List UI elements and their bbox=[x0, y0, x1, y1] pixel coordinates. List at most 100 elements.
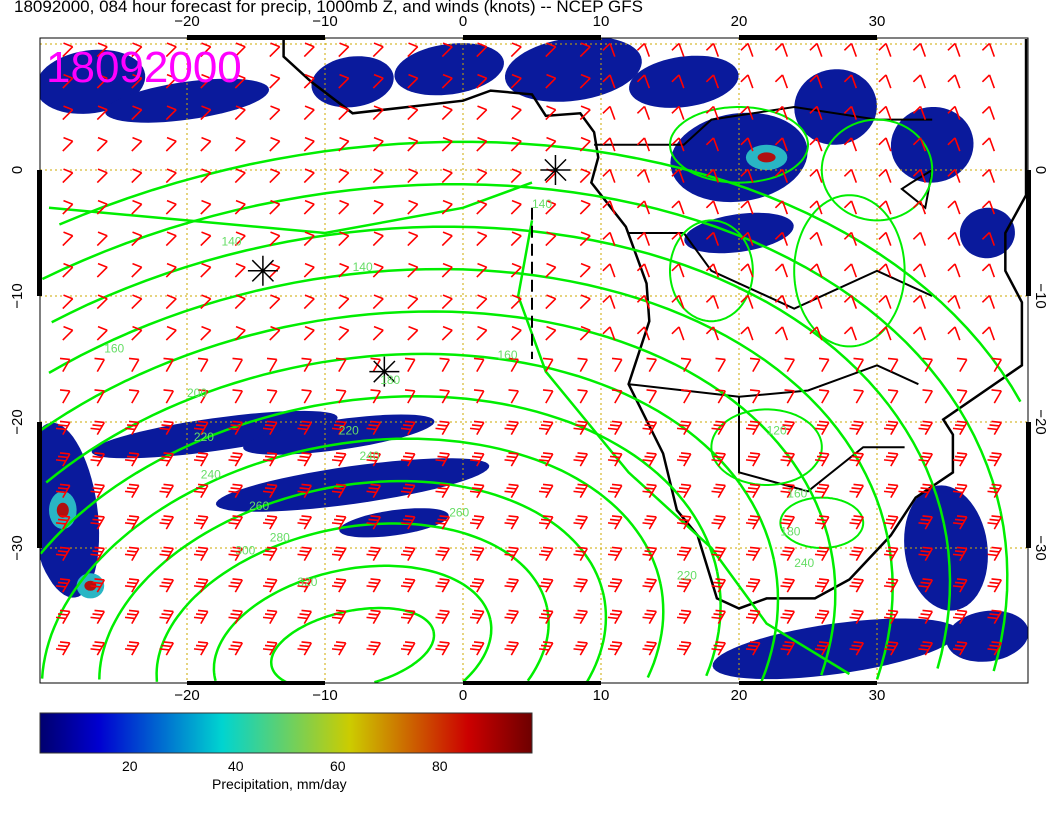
wind-barb bbox=[705, 105, 720, 120]
wind-barb bbox=[711, 641, 726, 656]
wind-barb bbox=[814, 609, 830, 624]
wind-barb bbox=[538, 420, 554, 435]
wind-barb bbox=[809, 168, 823, 183]
wind-barb bbox=[642, 420, 657, 435]
wind-barb bbox=[435, 483, 450, 498]
wind-barb bbox=[740, 42, 754, 57]
wind-barb bbox=[165, 262, 177, 278]
wind-barb bbox=[545, 294, 557, 310]
wind-barb bbox=[740, 137, 754, 152]
date-stamp: 18092000 bbox=[46, 43, 242, 92]
wind-barb bbox=[510, 325, 522, 341]
wind-barb bbox=[62, 199, 74, 215]
wind-barb bbox=[809, 42, 823, 57]
wind-barb bbox=[510, 262, 522, 278]
height-contour bbox=[41, 183, 1002, 512]
wind-barb bbox=[441, 168, 453, 184]
wind-barb bbox=[947, 263, 961, 278]
wind-barb bbox=[234, 168, 246, 184]
wind-barb bbox=[200, 168, 212, 184]
wind-barb bbox=[711, 452, 726, 467]
wind-barb bbox=[636, 200, 651, 215]
wind-barb bbox=[331, 452, 347, 467]
wind-barb bbox=[262, 609, 278, 624]
wind-barb bbox=[745, 609, 761, 624]
wind-barb bbox=[843, 74, 858, 89]
asterisk-marker bbox=[369, 356, 400, 387]
wind-barb bbox=[671, 326, 685, 341]
wind-barb bbox=[878, 200, 892, 215]
wind-barb bbox=[372, 105, 384, 121]
contour-label: 220 bbox=[677, 569, 697, 583]
wind-barb bbox=[96, 294, 108, 310]
wind-barb bbox=[579, 294, 591, 310]
wind-barb bbox=[849, 515, 864, 530]
wind-barb bbox=[96, 231, 108, 247]
bottom-lon-label: 10 bbox=[593, 687, 610, 704]
wind-barb bbox=[269, 136, 281, 152]
wind-barb bbox=[711, 578, 726, 593]
wind-barb bbox=[59, 357, 71, 373]
contour-label: 160 bbox=[787, 487, 807, 501]
wind-barb bbox=[947, 231, 961, 246]
wind-barb bbox=[200, 199, 212, 215]
wind-barb bbox=[165, 42, 177, 58]
wind-barb bbox=[269, 231, 281, 247]
wind-barb bbox=[90, 609, 105, 624]
wind-barb bbox=[602, 231, 616, 246]
precip-area bbox=[394, 43, 504, 96]
wind-barb bbox=[676, 483, 692, 498]
wind-barb bbox=[200, 325, 212, 341]
wind-barb bbox=[780, 546, 795, 561]
wind-barb bbox=[981, 326, 996, 341]
wind-barb bbox=[124, 452, 140, 467]
height-contour bbox=[212, 564, 492, 682]
wind-barb bbox=[338, 168, 350, 184]
wind-barb bbox=[165, 325, 177, 341]
wind-barb bbox=[439, 389, 450, 404]
wind-barb bbox=[407, 262, 419, 278]
axis-bar bbox=[37, 170, 42, 296]
wind-barb bbox=[441, 199, 453, 215]
wind-barb bbox=[918, 641, 933, 656]
precip-area bbox=[311, 56, 394, 108]
wind-barb bbox=[404, 389, 416, 404]
wind-barb bbox=[878, 168, 892, 183]
wind-barb bbox=[545, 105, 557, 121]
wind-barb bbox=[987, 483, 1002, 498]
wind-barb bbox=[579, 168, 591, 184]
wind-barb bbox=[476, 136, 488, 152]
top-lon-label: −20 bbox=[174, 13, 199, 30]
wind-barb bbox=[262, 641, 278, 656]
bottom-lon-label: −20 bbox=[174, 687, 199, 704]
wind-barb bbox=[165, 105, 177, 121]
top-lon-label: 10 bbox=[593, 13, 610, 30]
wind-barb bbox=[331, 609, 347, 624]
wind-barb bbox=[55, 578, 71, 593]
wind-barb bbox=[435, 420, 450, 435]
wind-barb bbox=[878, 137, 892, 152]
wind-barb bbox=[476, 199, 488, 215]
wind-barb bbox=[193, 483, 209, 499]
contour-label: 280 bbox=[270, 531, 290, 545]
wind-barb bbox=[165, 73, 177, 89]
wind-barb bbox=[441, 73, 453, 89]
wind-barb bbox=[55, 546, 71, 561]
wind-barb bbox=[469, 578, 485, 593]
wind-barb bbox=[883, 483, 899, 498]
wind-barb bbox=[200, 73, 212, 89]
wind-barb bbox=[602, 200, 616, 215]
wind-barb bbox=[784, 357, 795, 372]
axis-bar bbox=[463, 681, 601, 685]
wind-barb bbox=[740, 105, 754, 120]
wind-barb bbox=[96, 136, 108, 152]
wind-barb bbox=[814, 420, 830, 435]
contour-label: 260 bbox=[449, 506, 469, 520]
wind-barb bbox=[504, 641, 519, 656]
wind-barb bbox=[96, 105, 108, 121]
wind-barb bbox=[269, 42, 281, 58]
wind-barb bbox=[676, 641, 692, 656]
wind-barb bbox=[947, 294, 961, 309]
wind-barb bbox=[545, 199, 557, 215]
wind-barb bbox=[338, 199, 350, 215]
